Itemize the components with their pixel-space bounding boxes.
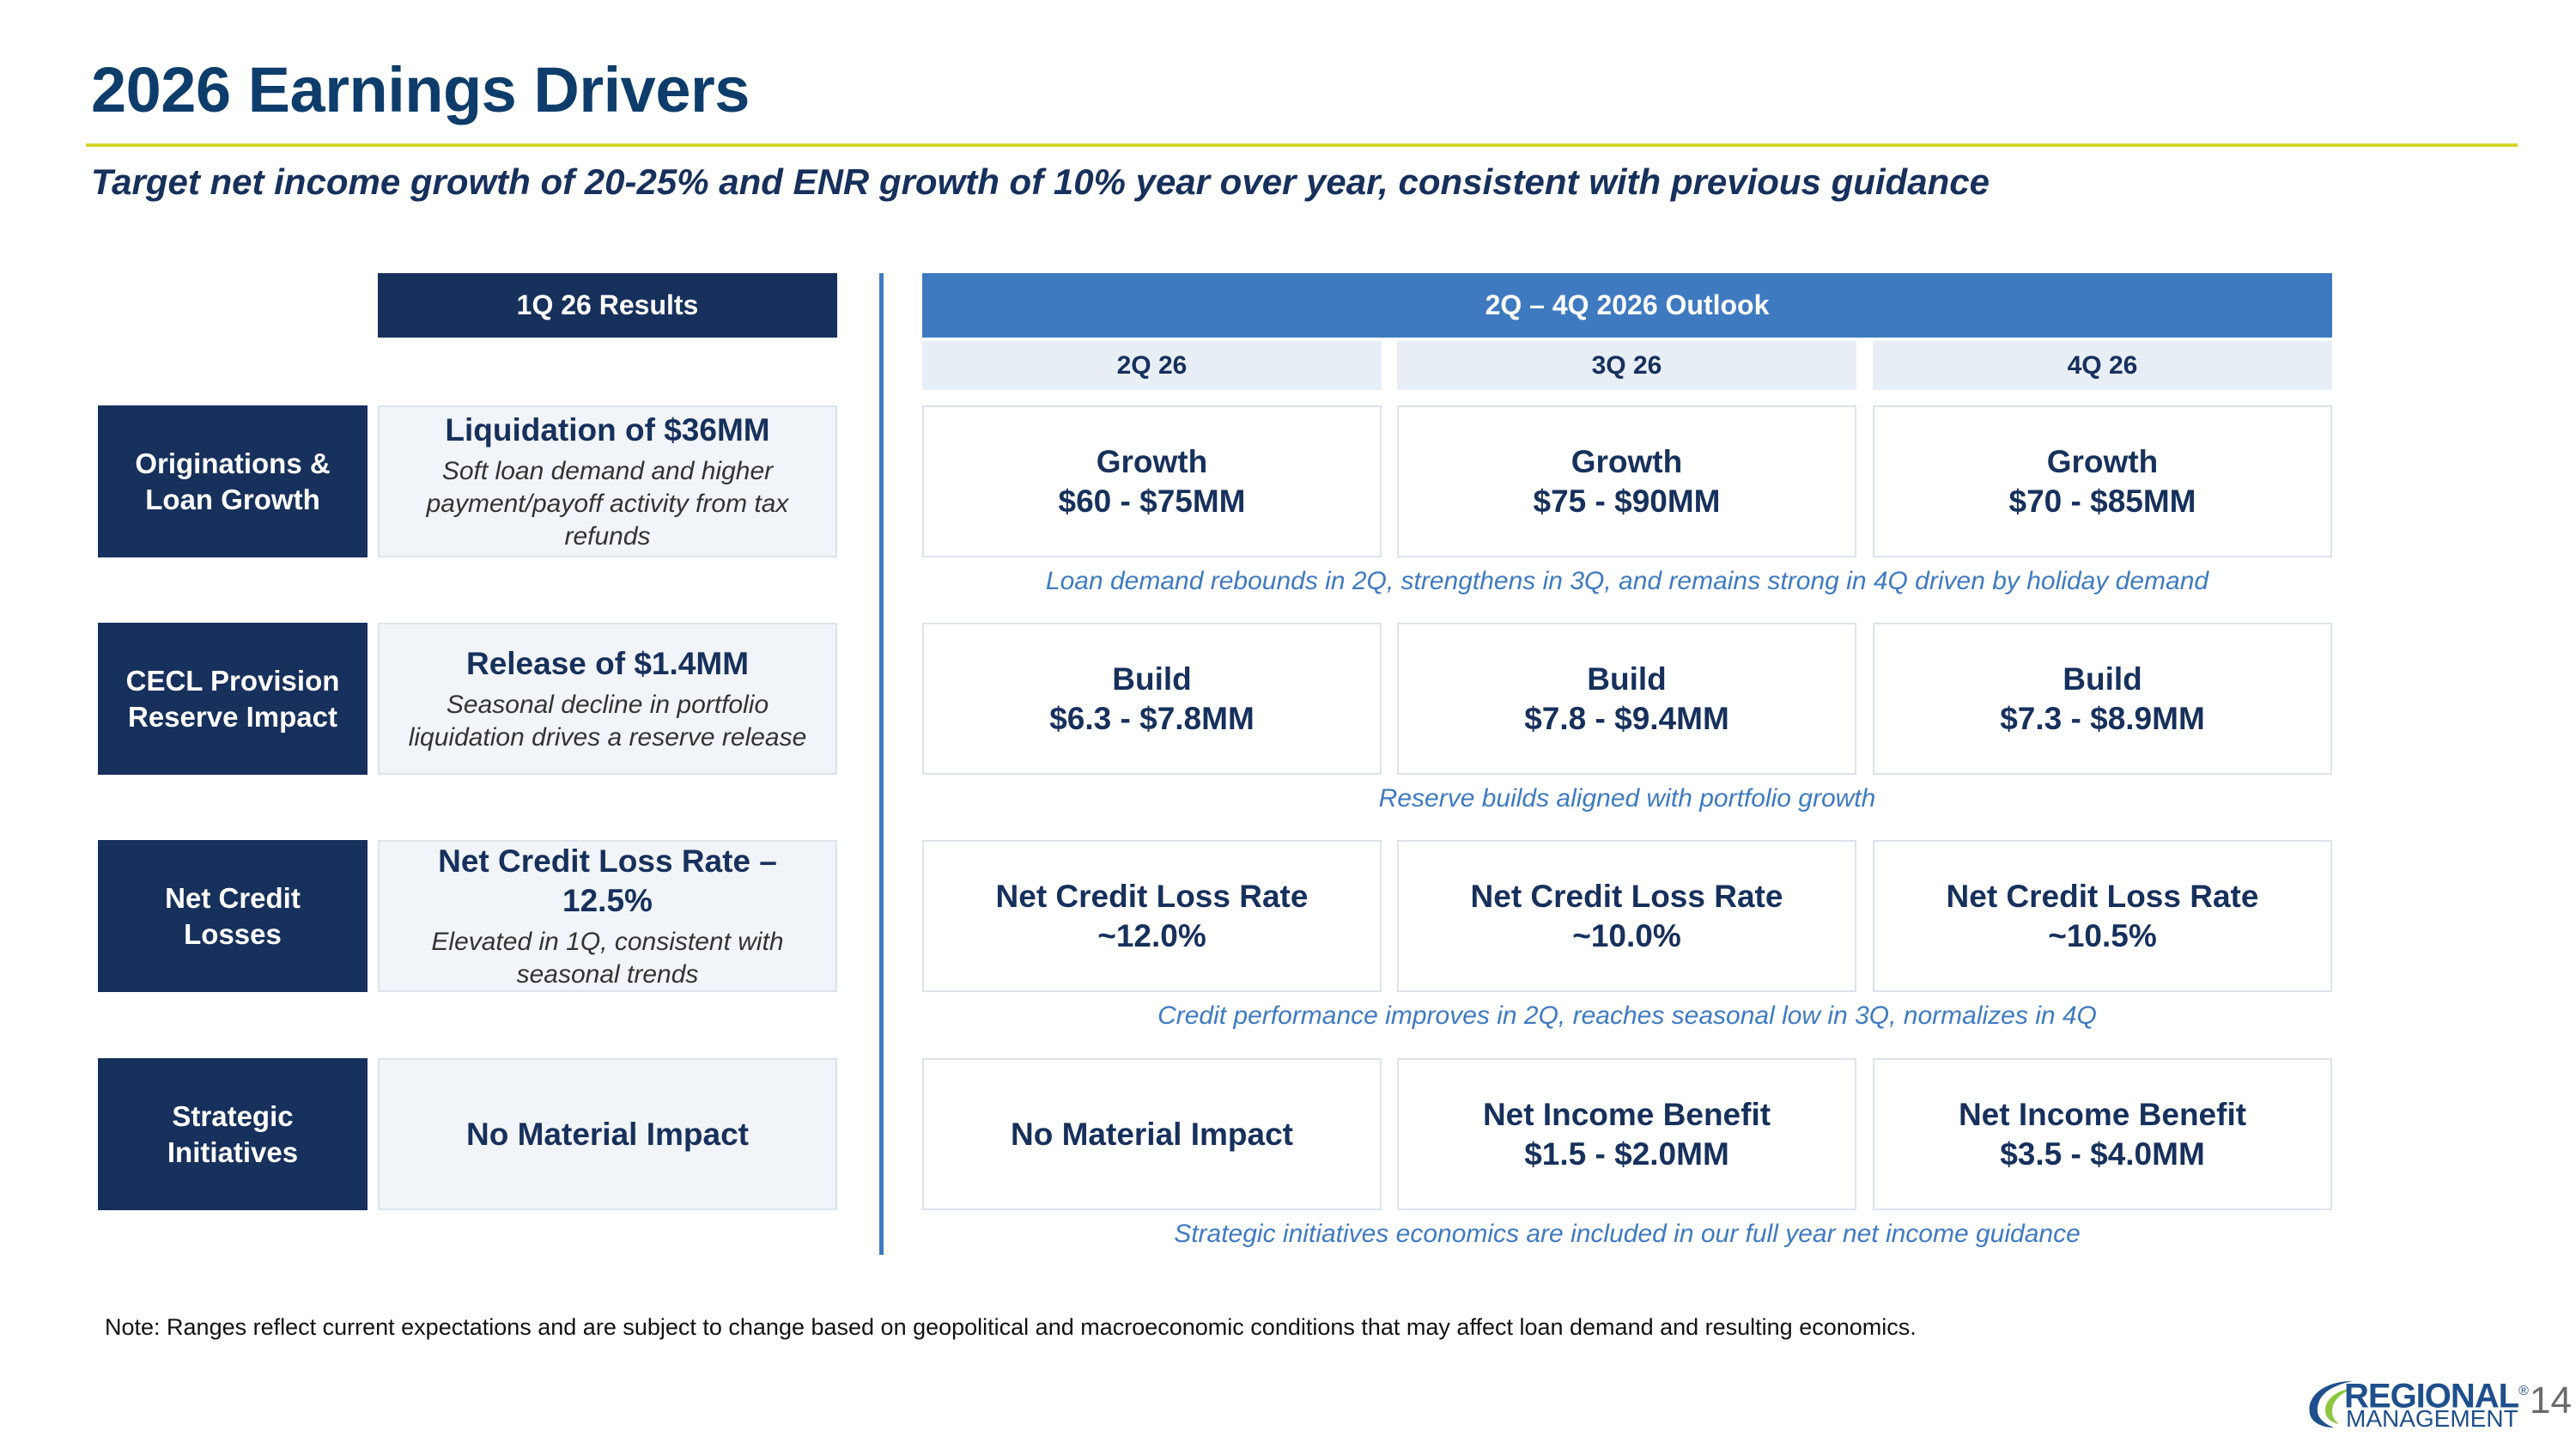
outlook-cell-cecl-4q: Build $7.3 - $8.9MM bbox=[1873, 623, 2332, 775]
page-number: 14 bbox=[2530, 1379, 2572, 1422]
results-cell-net-credit-losses: Net Credit Loss Rate – 12.5% Elevated in… bbox=[378, 840, 837, 992]
title-divider bbox=[86, 143, 2518, 147]
outlook-cell-strategic-3q: Net Income Benefit $1.5 - $2.0MM bbox=[1397, 1058, 1856, 1210]
results-detail: Seasonal decline in portfolio liquidatio… bbox=[408, 690, 807, 752]
results-detail: Soft loan demand and higher payment/payo… bbox=[426, 456, 789, 551]
quarter-header-4q: 4Q 26 bbox=[1873, 341, 2332, 390]
outlook-value: $6.3 - $7.8MM bbox=[1049, 700, 1255, 736]
outlook-value: $3.5 - $4.0MM bbox=[2000, 1135, 2205, 1172]
outlook-metric: Build bbox=[1587, 661, 1667, 697]
outlook-metric: Net Credit Loss Rate bbox=[1470, 878, 1783, 914]
quarter-header-2q: 2Q 26 bbox=[922, 341, 1382, 390]
outlook-metric: Build bbox=[1112, 661, 1192, 697]
outlook-cell-strategic-2q: No Material Impact bbox=[922, 1058, 1382, 1210]
footnote: Note: Ranges reflect current expectation… bbox=[105, 1314, 1917, 1340]
results-cell-originations: Liquidation of $36MM Soft loan demand an… bbox=[378, 405, 837, 557]
logo-wordmark: REGIONAL® bbox=[2344, 1377, 2529, 1416]
outlook-cell-ncl-3q: Net Credit Loss Rate ~10.0% bbox=[1397, 840, 1856, 992]
page-title: 2026 Earnings Drivers bbox=[91, 54, 750, 125]
outlook-metric: Net Credit Loss Rate bbox=[995, 878, 1309, 914]
results-headline: No Material Impact bbox=[466, 1116, 749, 1152]
results-headline: Release of $1.4MM bbox=[465, 645, 750, 681]
outlook-cell-ncl-4q: Net Credit Loss Rate ~10.5% bbox=[1873, 840, 2332, 992]
outlook-value: ~12.0% bbox=[1097, 917, 1206, 953]
logo-subwordmark: MANAGEMENT bbox=[2346, 1405, 2518, 1432]
outlook-cell-originations-4q: Growth $70 - $85MM bbox=[1873, 405, 2332, 557]
results-detail: Elevated in 1Q, consistent with seasonal… bbox=[431, 927, 784, 989]
logo-swoosh-icon bbox=[2309, 1381, 2354, 1428]
outlook-value: $70 - $85MM bbox=[2008, 483, 2196, 519]
outlook-cell-strategic-4q: Net Income Benefit $3.5 - $4.0MM bbox=[1873, 1058, 2332, 1210]
row-label-originations: Originations & Loan Growth bbox=[98, 405, 368, 557]
outlook-metric: Build bbox=[2063, 661, 2142, 697]
company-logo: REGIONAL® MANAGEMENT bbox=[2305, 1374, 2529, 1434]
outlook-metric: Growth bbox=[2046, 443, 2159, 479]
outlook-metric: Net Income Benefit bbox=[1958, 1096, 2247, 1132]
page-subtitle: Target net income growth of 20-25% and E… bbox=[91, 161, 1990, 202]
outlook-metric: Growth bbox=[1571, 443, 1683, 479]
outlook-cell-cecl-3q: Build $7.8 - $9.4MM bbox=[1397, 623, 1856, 775]
quarter-header-3q: 3Q 26 bbox=[1397, 341, 1856, 390]
outlook-cell-ncl-2q: Net Credit Loss Rate ~12.0% bbox=[922, 840, 1382, 992]
outlook-metric: Net Credit Loss Rate bbox=[1946, 878, 2259, 914]
row-label-strategic-initiatives: Strategic Initiatives bbox=[98, 1058, 368, 1210]
outlook-cell-cecl-2q: Build $6.3 - $7.8MM bbox=[922, 623, 1382, 775]
outlook-metric: No Material Impact bbox=[1011, 1116, 1293, 1152]
results-headline: Net Credit Loss Rate – 12.5% bbox=[438, 843, 777, 918]
row-note-net-credit-losses: Credit performance improves in 2Q, reach… bbox=[1157, 1002, 2097, 1030]
outlook-value: $7.8 - $9.4MM bbox=[1524, 700, 1729, 736]
outlook-value: $7.3 - $8.9MM bbox=[2000, 700, 2205, 736]
outlook-cell-originations-2q: Growth $60 - $75MM bbox=[922, 405, 1382, 557]
outlook-value: $1.5 - $2.0MM bbox=[1524, 1135, 1729, 1172]
section-divider bbox=[879, 273, 884, 1255]
outlook-column-header: 2Q – 4Q 2026 Outlook bbox=[922, 273, 2332, 338]
row-note-originations: Loan demand rebounds in 2Q, strengthens … bbox=[1045, 567, 2209, 595]
outlook-value: ~10.0% bbox=[1572, 917, 1681, 953]
outlook-value: $60 - $75MM bbox=[1058, 483, 1246, 519]
row-note-strategic-initiatives: Strategic initiatives economics are incl… bbox=[1174, 1220, 2081, 1248]
outlook-cell-originations-3q: Growth $75 - $90MM bbox=[1397, 405, 1856, 557]
outlook-value: $75 - $90MM bbox=[1533, 483, 1721, 519]
results-cell-strategic-initiatives: No Material Impact bbox=[378, 1058, 837, 1210]
outlook-value: ~10.5% bbox=[2048, 917, 2157, 953]
results-headline: Liquidation of $36MM bbox=[445, 411, 770, 447]
outlook-metric: Growth bbox=[1096, 443, 1208, 479]
row-note-cecl: Reserve builds aligned with portfolio gr… bbox=[1378, 784, 1876, 813]
results-column-header: 1Q 26 Results bbox=[378, 273, 837, 338]
row-label-net-credit-losses: Net Credit Losses bbox=[98, 840, 368, 992]
results-cell-cecl: Release of $1.4MM Seasonal decline in po… bbox=[378, 623, 837, 775]
row-label-cecl: CECL Provision Reserve Impact bbox=[98, 623, 368, 775]
outlook-metric: Net Income Benefit bbox=[1482, 1096, 1771, 1132]
